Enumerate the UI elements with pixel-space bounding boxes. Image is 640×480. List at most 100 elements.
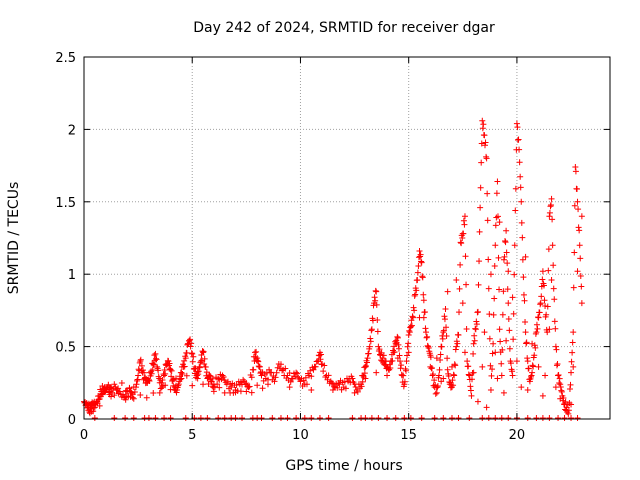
data-point: [192, 365, 199, 372]
data-point: [252, 353, 259, 360]
baseline-point: [401, 415, 408, 421]
baseline-point: [574, 415, 581, 421]
baseline-point: [277, 415, 284, 421]
data-point: [150, 360, 157, 367]
data-point: [453, 276, 460, 283]
data-point: [462, 253, 469, 260]
data-point: [88, 402, 95, 409]
data-point: [269, 376, 276, 383]
baseline-point: [392, 415, 399, 421]
data-point: [412, 291, 419, 298]
data-point: [531, 342, 538, 349]
baseline-point: [284, 415, 291, 421]
data-point: [499, 346, 506, 353]
data-point: [141, 369, 148, 376]
data-point: [575, 224, 582, 231]
data-point: [545, 267, 552, 274]
y-tick-label: 2.5: [55, 51, 76, 66]
data-point: [566, 386, 573, 393]
data-point: [513, 358, 520, 365]
data-point: [248, 374, 255, 381]
data-point: [525, 365, 532, 372]
data-point: [237, 388, 244, 395]
data-point: [467, 387, 474, 394]
data-points: [81, 117, 585, 421]
data-point: [574, 198, 581, 205]
data-point: [307, 367, 314, 374]
data-point: [471, 337, 478, 344]
data-point: [456, 285, 463, 292]
data-point: [380, 352, 387, 359]
data-point: [387, 365, 394, 372]
data-point: [539, 392, 546, 399]
baseline-point: [375, 415, 382, 421]
data-point: [366, 345, 373, 352]
data-point: [568, 369, 575, 376]
data-point: [371, 294, 378, 301]
data-point: [566, 399, 573, 406]
data-point: [362, 363, 369, 370]
data-point: [476, 228, 483, 235]
data-point: [370, 302, 377, 309]
data-point: [544, 303, 551, 310]
baseline-point: [431, 415, 438, 421]
data-point: [320, 368, 327, 375]
data-point: [111, 392, 118, 399]
data-point: [243, 380, 250, 387]
data-point: [452, 362, 459, 369]
data-point: [458, 240, 465, 247]
data-point: [199, 348, 206, 355]
data-point: [429, 372, 436, 379]
data-point: [150, 362, 157, 369]
baseline-point: [269, 415, 276, 421]
data-point: [480, 121, 487, 128]
data-point: [483, 153, 490, 160]
data-point: [434, 384, 441, 391]
data-point: [570, 363, 577, 370]
data-point: [441, 316, 448, 323]
data-point: [467, 383, 474, 390]
data-point: [175, 382, 182, 389]
data-point: [134, 376, 141, 383]
data-point: [442, 305, 449, 312]
data-point: [459, 235, 466, 242]
data-point: [450, 371, 457, 378]
baseline-point: [561, 415, 568, 421]
data-point: [520, 291, 527, 298]
data-point: [440, 375, 447, 382]
data-point: [425, 345, 432, 352]
data-point: [573, 185, 580, 192]
data-point: [457, 261, 464, 268]
data-point: [509, 294, 516, 301]
data-point: [128, 389, 135, 396]
data-point: [411, 307, 418, 314]
data-point: [279, 367, 286, 374]
data-point: [408, 322, 415, 329]
baseline-point: [539, 415, 546, 421]
data-point: [420, 314, 427, 321]
data-point: [341, 378, 348, 385]
data-point: [513, 146, 520, 153]
data-point: [405, 349, 412, 356]
data-point: [570, 284, 577, 291]
data-point: [268, 369, 275, 376]
data-point: [167, 366, 174, 373]
data-point: [548, 276, 555, 283]
data-point: [494, 213, 501, 220]
x-axis-title: GPS time / hours: [285, 458, 402, 474]
y-tick-label: 1.5: [55, 196, 76, 211]
data-point: [471, 332, 478, 339]
data-point: [506, 327, 513, 334]
data-point: [195, 368, 202, 375]
data-point: [423, 329, 430, 336]
data-point: [153, 356, 160, 363]
data-point: [152, 355, 159, 362]
data-point: [240, 376, 247, 383]
baseline-point: [182, 415, 189, 421]
data-point: [543, 326, 550, 333]
data-point: [473, 318, 480, 325]
data-point: [373, 288, 380, 295]
data-point: [492, 242, 499, 249]
data-point: [547, 203, 554, 210]
data-point: [259, 385, 266, 392]
